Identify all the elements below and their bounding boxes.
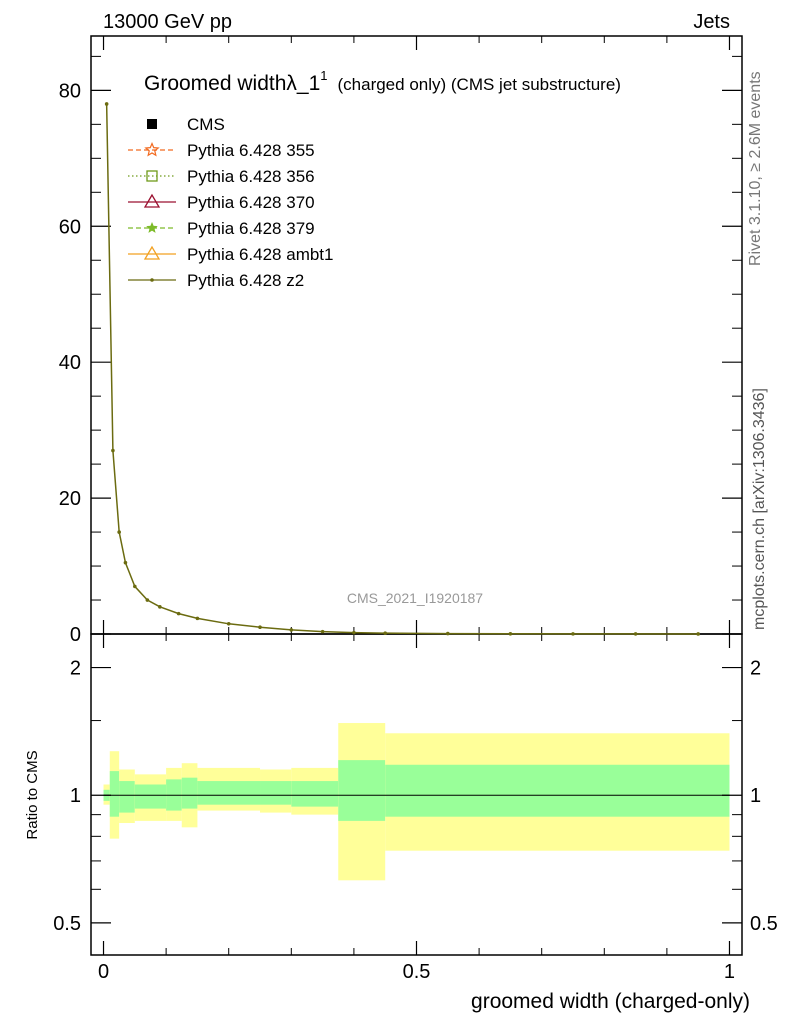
z2-point-13 <box>352 630 356 635</box>
inner-band-2 <box>119 781 135 813</box>
legend-item-2: Pythia 6.428 356 <box>128 167 315 186</box>
mcplots-label: mcplots.cern.ch [arXiv:1306.3436] <box>751 388 768 630</box>
main-ytick-label-1: 20 <box>59 488 81 510</box>
inner-band-8 <box>291 781 339 807</box>
xtick-label-0: 0 <box>98 961 109 983</box>
inner-band-10 <box>385 764 730 817</box>
legend-marker-dot <box>150 278 154 282</box>
z2-point-8 <box>195 616 200 621</box>
legend-label-5: Pythia 6.428 ambt1 <box>187 245 333 264</box>
legend-marker-square-open <box>146 170 158 182</box>
inner-band-6 <box>197 781 261 805</box>
ratio-ytick-label-right-2: 2 <box>750 658 761 680</box>
z2-point-0 <box>104 102 109 106</box>
legend-item-1: Pythia 6.428 355 <box>128 141 315 160</box>
legend-marker-square <box>147 119 157 129</box>
xtick-label-2: 1 <box>724 961 735 983</box>
xtick-label-1: 0.5 <box>403 961 431 983</box>
z2-point-15 <box>445 631 450 636</box>
z2-point-7 <box>176 611 181 616</box>
legend-label-3: Pythia 6.428 370 <box>187 193 315 212</box>
legend-item-4: Pythia 6.428 379 <box>128 219 315 238</box>
legend-marker-triangle <box>143 193 161 208</box>
main-curve-group <box>104 102 700 636</box>
legend-item-3: Pythia 6.428 370 <box>128 193 315 212</box>
z2-curve-line <box>105 103 699 635</box>
inner-band-9 <box>338 760 386 821</box>
legend: CMS Pythia 6.428 355 Pythia 6.428 356 Pythi… <box>128 115 333 290</box>
ratio-ytick-label-0: 0.5 <box>53 913 81 935</box>
z2-point-18 <box>633 632 638 636</box>
legend-marker-star <box>146 221 158 233</box>
ratio-ytick-label-right-0: 0.5 <box>750 913 778 935</box>
inner-band-1 <box>109 771 120 817</box>
legend-item-0: CMS <box>147 115 225 134</box>
legend-item-5: Pythia 6.428 ambt1 <box>128 245 333 264</box>
z2-point-17 <box>571 632 575 636</box>
legend-label-2: Pythia 6.428 356 <box>187 167 315 186</box>
main-ytick-label-0: 0 <box>70 624 81 646</box>
legend-item-6: Pythia 6.428 z2 <box>128 271 304 290</box>
rivet-label: Rivet 3.1.10, ≥ 2.6M events <box>747 71 764 266</box>
z2-point-16 <box>508 631 513 636</box>
legend-marker-star <box>144 141 160 157</box>
x-axis-label: groomed width (charged-only) <box>471 990 750 1013</box>
analysis-watermark: CMS_2021_I1920187 <box>347 590 483 606</box>
ratio-ytick-label-right-1: 1 <box>750 785 761 807</box>
z2-point-2 <box>117 530 121 534</box>
process-label: Jets <box>693 11 730 33</box>
z2-point-19 <box>696 632 700 636</box>
legend-marker-triangle <box>143 245 161 260</box>
ratio-y-axis-label: Ratio to CMS <box>24 750 41 839</box>
z2-point-10 <box>258 625 262 630</box>
plot-title: Groomed widthλ_11 (charged only) (CMS jet… <box>144 68 621 95</box>
inner-band-7 <box>260 781 292 805</box>
ratio-ytick-label-2: 2 <box>70 658 81 680</box>
z2-point-1 <box>111 448 115 453</box>
z2-point-6 <box>158 605 162 609</box>
z2-point-5 <box>145 598 150 602</box>
ratio-axis-ticks: 0.5 0.5 1 1 2 2 0 0.5 1 <box>53 634 778 983</box>
inner-band-3 <box>134 784 167 809</box>
legend-label-1: Pythia 6.428 355 <box>187 141 315 160</box>
inner-band-5 <box>181 777 198 809</box>
z2-point-4 <box>133 584 137 589</box>
main-ytick-label-3: 60 <box>59 216 81 238</box>
z2-point-14 <box>383 631 388 635</box>
ratio-ytick-label-1: 1 <box>70 785 81 807</box>
main-ytick-label-4: 80 <box>59 80 81 102</box>
legend-label-0: CMS <box>187 115 225 134</box>
legend-label-6: Pythia 6.428 z2 <box>187 271 304 290</box>
z2-point-11 <box>289 628 294 632</box>
z2-point-9 <box>226 622 231 626</box>
ratio-bands <box>103 723 730 881</box>
z2-point-12 <box>320 629 325 634</box>
z2-point-3 <box>123 560 128 565</box>
main-ytick-label-2: 40 <box>59 352 81 374</box>
energy-label: 13000 GeV pp <box>103 11 232 33</box>
main-axis-ticks: 0 20 40 60 80 <box>59 36 742 646</box>
legend-label-4: Pythia 6.428 379 <box>187 219 315 238</box>
